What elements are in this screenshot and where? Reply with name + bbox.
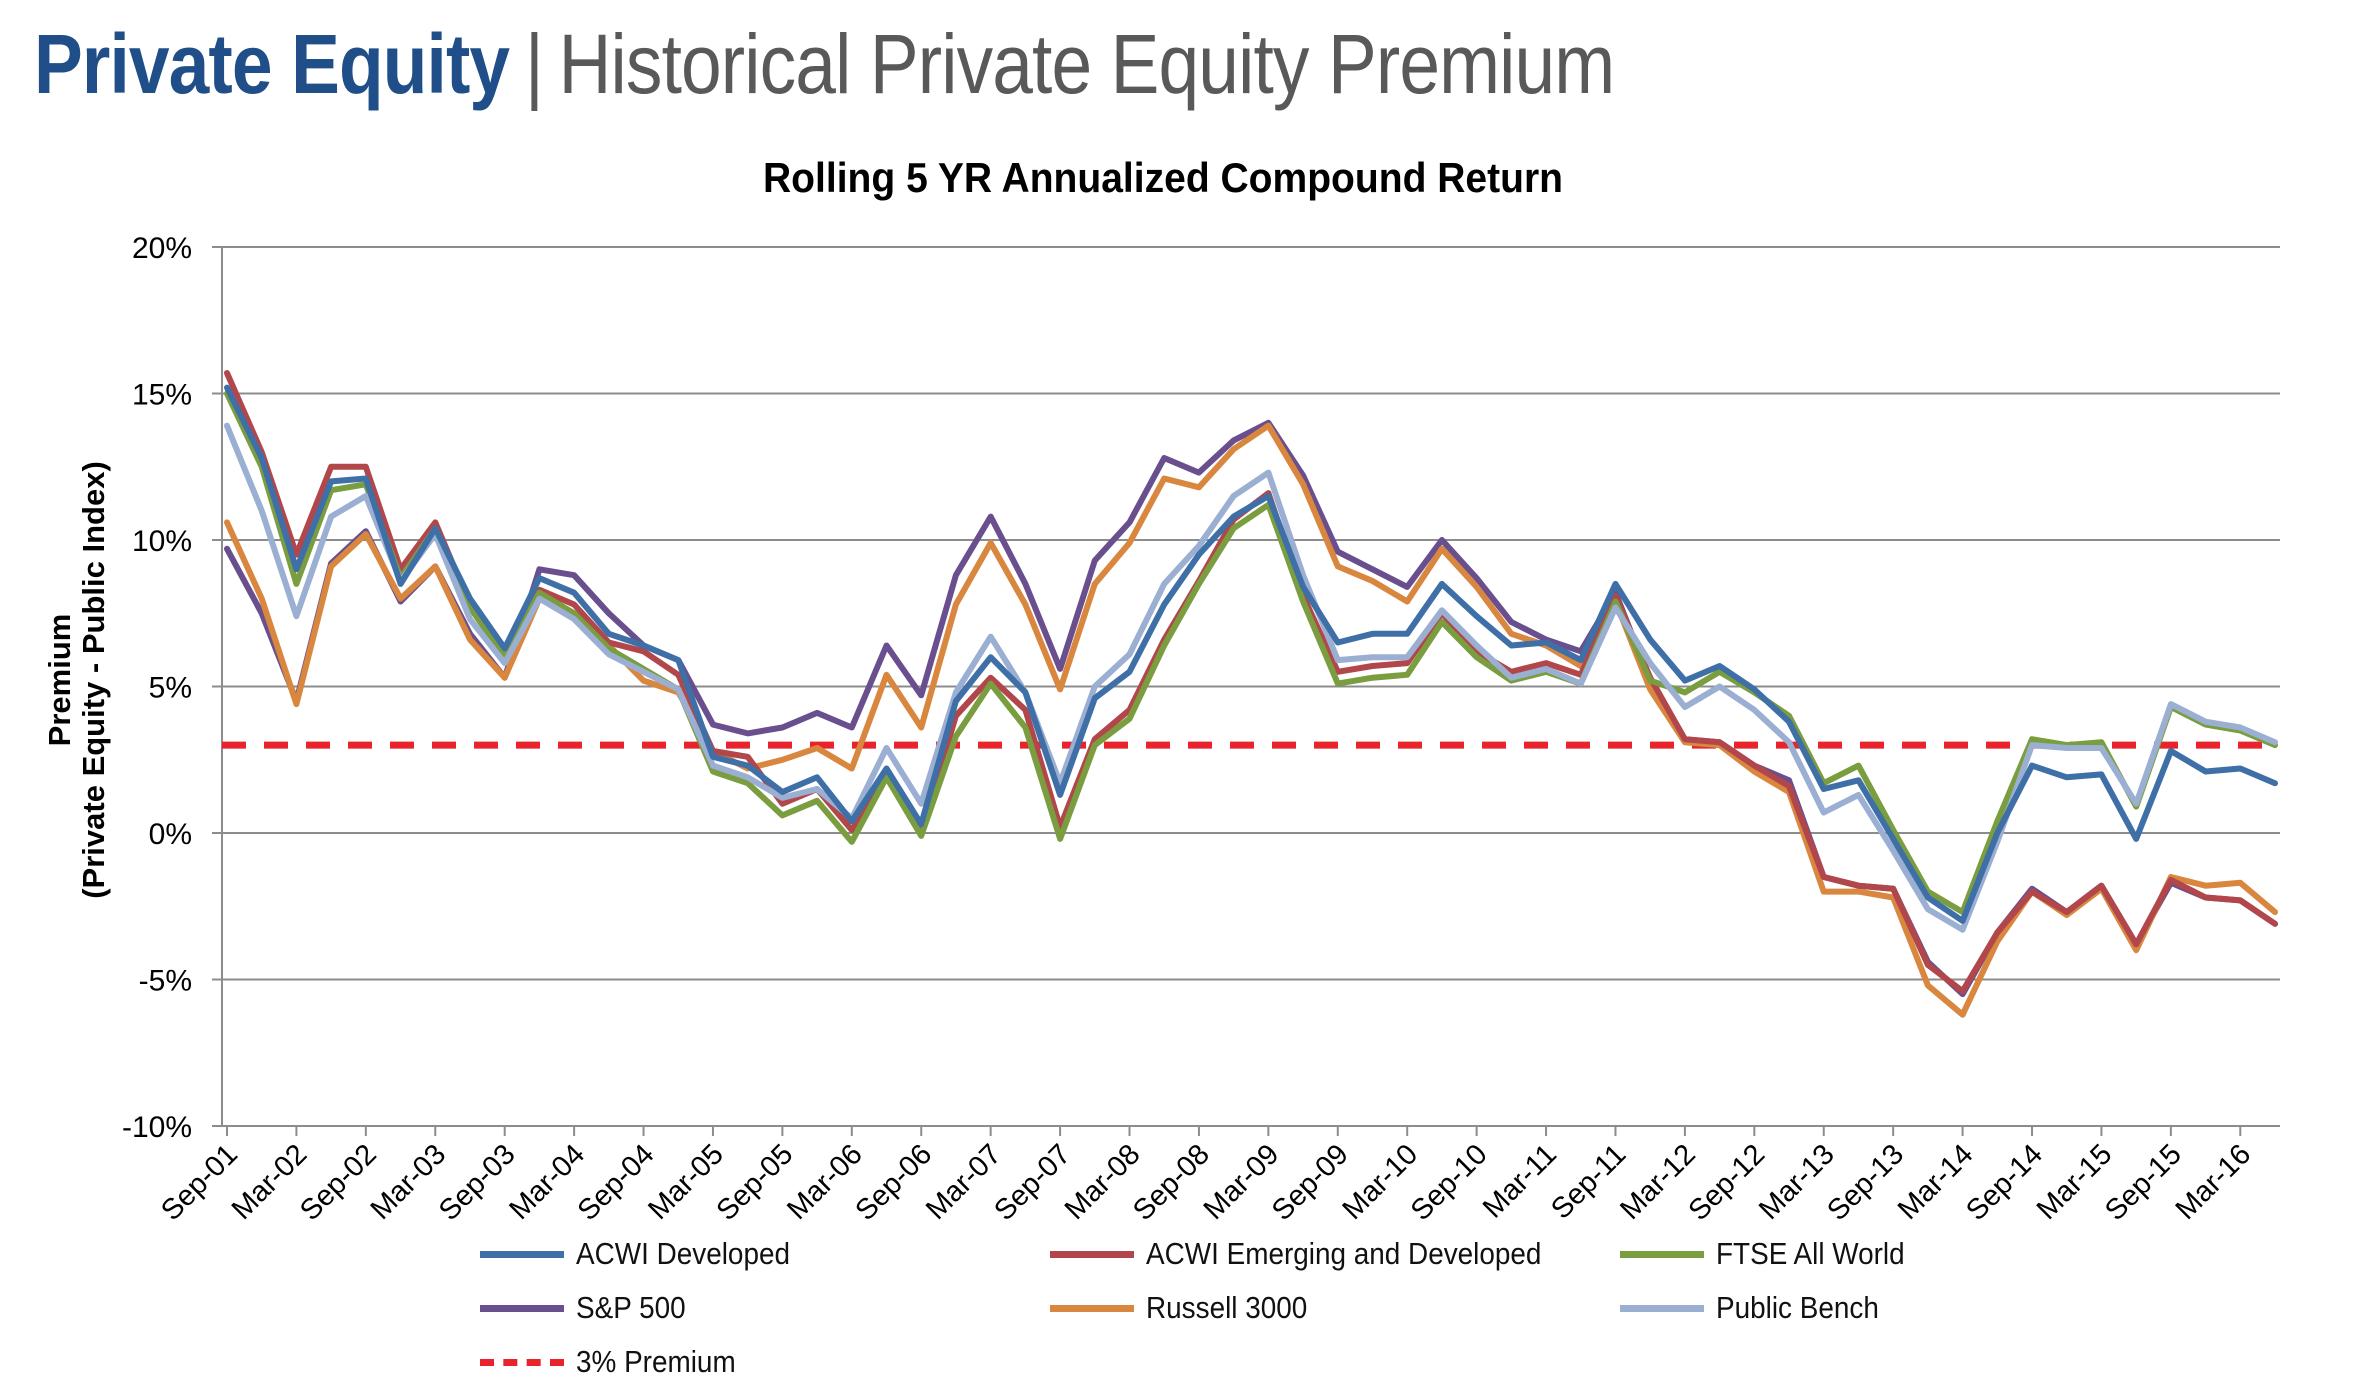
y-tick-label: 15% — [132, 379, 192, 412]
legend-label: ACWI Emerging and Developed — [1146, 1236, 1542, 1271]
x-tick-label: Mar-03 — [365, 1138, 453, 1226]
legend-swatch — [1050, 1250, 1134, 1258]
y-axis-label-line2: (Private Equity - Public Index) — [76, 461, 111, 899]
y-tick-label: -5% — [139, 965, 192, 998]
x-tick-label: Mar-02 — [226, 1138, 314, 1226]
legend-swatch — [480, 1250, 564, 1258]
x-tick-label: Mar-14 — [1892, 1138, 1980, 1226]
y-axis-label: Premium (Private Equity - Public Index) — [42, 461, 111, 899]
y-tick-label: 0% — [149, 818, 192, 851]
page-title-primary: Private Equity — [34, 17, 510, 111]
y-tick-label: 20% — [132, 232, 192, 265]
legend-item: Public Bench — [1620, 1288, 1897, 1328]
x-tick-label: Sep-04 — [572, 1138, 661, 1227]
legend-label: ACWI Developed — [576, 1236, 791, 1271]
x-tick-label: Sep-03 — [433, 1138, 522, 1227]
x-tick-label: Mar-05 — [642, 1138, 730, 1226]
x-tick-label: Mar-15 — [2031, 1138, 2119, 1226]
x-tick-label: Mar-04 — [503, 1138, 591, 1226]
legend-label: Public Bench — [1716, 1290, 1879, 1325]
x-tick-label: Sep-09 — [1266, 1138, 1355, 1227]
series-lines — [224, 370, 2278, 1018]
grid-lines — [212, 246, 2280, 1127]
x-tick-label: Mar-13 — [1753, 1138, 1841, 1226]
x-tick-label: Mar-07 — [920, 1138, 1008, 1226]
legend-item: ACWI Emerging and Developed — [1050, 1234, 1585, 1274]
series-line-public-bench — [224, 422, 2278, 933]
series-line-acwi-developed — [224, 384, 2278, 924]
x-tick-label: Sep-08 — [1127, 1138, 1216, 1227]
legend-label: 3% Premium — [576, 1344, 736, 1379]
legend-swatch — [480, 1358, 564, 1366]
y-tick-label: 5% — [149, 672, 192, 705]
x-tick-label: Sep-12 — [1683, 1138, 1772, 1227]
x-tick-label: Sep-01 — [155, 1138, 244, 1227]
legend-swatch — [1620, 1250, 1704, 1258]
x-tick-label: Mar-12 — [1614, 1138, 1702, 1226]
y-axis-label-line1: Premium — [42, 614, 77, 747]
legend-item: FTSE All World — [1620, 1234, 1926, 1274]
x-tick-labels: Sep-01Mar-02Sep-02Mar-03Sep-03Mar-04Sep-… — [155, 1126, 2257, 1227]
legend-item: S&P 500 — [480, 1288, 698, 1328]
x-tick-label: Sep-02 — [294, 1138, 383, 1227]
x-tick-label: Mar-09 — [1198, 1138, 1286, 1226]
x-tick-label: Sep-06 — [849, 1138, 938, 1227]
x-tick-label: Mar-16 — [2170, 1138, 2258, 1226]
page-title: Private Equity | Historical Private Equity… — [34, 10, 1615, 118]
x-tick-label: Mar-06 — [781, 1138, 869, 1226]
legend-swatch — [1050, 1304, 1134, 1312]
legend-item: Russell 3000 — [1050, 1288, 1325, 1328]
x-tick-label: Mar-11 — [1477, 1138, 1563, 1224]
y-tick-label: 10% — [132, 525, 192, 558]
page-title-secondary: Historical Private Equity Premium — [558, 17, 1615, 111]
x-tick-label: Mar-10 — [1337, 1138, 1425, 1226]
chart-title: Rolling 5 YR Annualized Compound Return — [763, 154, 1563, 201]
legend-swatch — [480, 1304, 564, 1312]
x-tick-label: Mar-08 — [1059, 1138, 1147, 1226]
legend-swatch — [1620, 1304, 1704, 1312]
x-tick-label: Sep-05 — [711, 1138, 800, 1227]
x-tick-label: Sep-11 — [1545, 1138, 1632, 1225]
x-tick-label: Sep-15 — [2099, 1138, 2188, 1227]
series-line-ftse-all-world — [224, 390, 2278, 916]
legend-item: ACWI Developed — [480, 1234, 814, 1274]
legend-label: S&P 500 — [576, 1290, 686, 1325]
y-tick-label: -10% — [122, 1111, 192, 1144]
legend-label: FTSE All World — [1716, 1236, 1905, 1271]
legend-item: 3% Premium — [480, 1342, 753, 1382]
page-title-separator: | — [524, 17, 544, 111]
x-tick-label: Sep-13 — [1821, 1138, 1910, 1227]
legend-label: Russell 3000 — [1146, 1290, 1308, 1325]
axes — [221, 247, 2280, 1127]
x-tick-label: Sep-14 — [1960, 1138, 2049, 1227]
x-tick-label: Sep-10 — [1405, 1138, 1494, 1227]
x-tick-label: Sep-07 — [988, 1138, 1077, 1227]
y-tick-labels: -10% -5% 0% 5% 10% 15% 20% — [122, 232, 192, 1144]
